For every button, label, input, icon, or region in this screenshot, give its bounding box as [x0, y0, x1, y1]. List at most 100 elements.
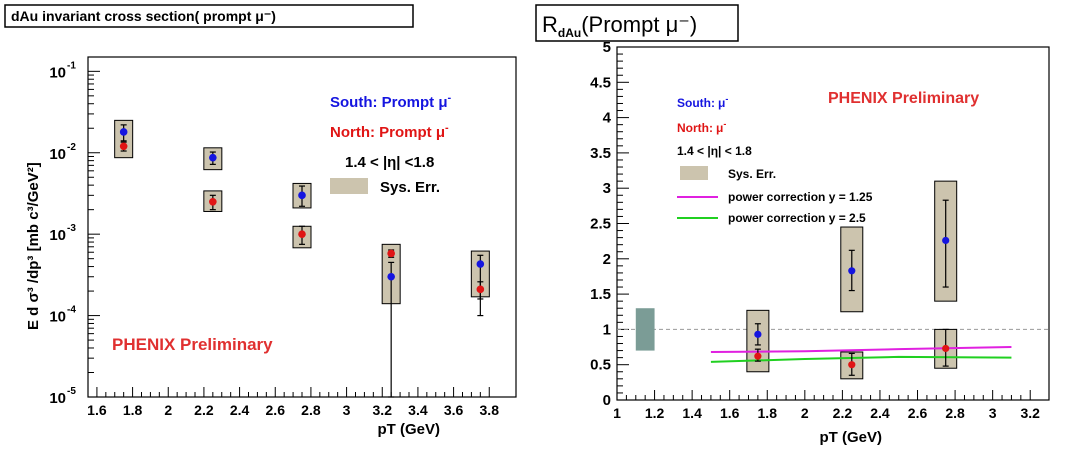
- left-xtick-label: 2: [164, 402, 172, 418]
- right-legend-sys-swatch: [680, 166, 708, 180]
- left-xtick-label: 3: [343, 402, 351, 418]
- left-data-point: [476, 260, 485, 268]
- right-title-box: [535, 4, 739, 42]
- left-legend-south: South: Prompt μ: [330, 94, 448, 111]
- right-title-sub: dAu: [558, 26, 581, 40]
- right-data-point: [754, 352, 762, 360]
- right-ytick-label: 1: [603, 321, 611, 338]
- left-xtick-label: 3.8: [480, 402, 500, 418]
- right-legend-pc2: power correction y = 2.5: [728, 211, 866, 225]
- left-ytick-exponent: -3: [67, 223, 76, 234]
- left-panel: dAu invariant cross section( prompt μ⁻) …: [4, 4, 517, 438]
- left-ytick-exponent: -2: [67, 142, 76, 153]
- left-data-point: [476, 285, 485, 294]
- right-xtick-label: 3.2: [1020, 405, 1040, 421]
- right-legend-sys: Sys. Err.: [728, 167, 776, 181]
- left-ytick-exponent: -5: [67, 386, 76, 397]
- left-data-point: [119, 142, 128, 151]
- left-ytick-exponent: -1: [67, 60, 76, 71]
- right-ytick-label: 5: [603, 39, 611, 56]
- left-ytick-exponent: -4: [67, 305, 76, 316]
- right-legend-south: South:: [677, 96, 715, 110]
- left-ytick-label: 10: [49, 146, 66, 163]
- left-annotation: PHENIX Preliminary: [112, 335, 273, 354]
- left-ylabel: E d σ³ /dp³ [mb c³/GeV²]: [25, 162, 42, 330]
- left-legend-sys-swatch: [330, 178, 368, 194]
- left-data-point: [298, 230, 306, 238]
- right-ytick-label: 4.5: [590, 74, 611, 91]
- right-xtick-label: 2.8: [945, 405, 965, 421]
- left-xtick-label: 3.6: [444, 402, 464, 418]
- left-data-point: [387, 249, 395, 258]
- svg-text:South:μ-: South: μ-: [677, 94, 728, 110]
- left-xtick-label: 2.2: [194, 402, 214, 418]
- left-ytick-label: 10: [49, 64, 66, 81]
- right-legend-south-sup: -: [725, 94, 728, 104]
- right-legend-pc1: power correction y = 1.25: [728, 190, 873, 204]
- right-data-point: [942, 344, 950, 353]
- right-ytick-label: 0.5: [590, 357, 611, 374]
- left-xtick-label: 1.8: [123, 402, 143, 418]
- right-xtick-label: 2.4: [870, 405, 890, 421]
- right-xlabel: pT (GeV): [820, 429, 883, 446]
- left-data-point: [387, 272, 395, 281]
- left-axis-ticks: 1.6 1.8 2 2.2 2.4 2.6 2.8 3 3.2 3.4 3.6 3.810-110-2…: [49, 60, 499, 418]
- right-plot-frame: [616, 46, 1050, 401]
- left-title-box: [4, 4, 414, 28]
- left-legend-sys: Sys. Err.: [380, 179, 440, 196]
- right-ytick-label: 1.5: [590, 286, 611, 303]
- right-data-point: [848, 361, 856, 369]
- left-xtick-label: 3.4: [408, 402, 428, 418]
- left-legend-north-sup: -: [445, 122, 449, 134]
- right-legend-north-sup: -: [723, 119, 726, 129]
- svg-text:North: Prompt μ-: North: Prompt μ-: [330, 122, 449, 141]
- right-legend-north-mu: μ: [716, 121, 723, 135]
- left-xlabel: pT (GeV): [378, 421, 441, 438]
- left-eta-range: 1.4 < |η| <1.8: [345, 154, 434, 171]
- left-data-point: [209, 153, 217, 162]
- right-data-point: [754, 330, 762, 338]
- right-ytick-label: 2.5: [590, 216, 611, 233]
- right-legend-south-mu: μ: [718, 96, 725, 110]
- left-legend-south-sup: -: [448, 92, 452, 104]
- right-xtick-label: 3: [989, 405, 997, 421]
- right-ytick-label: 4: [603, 110, 612, 127]
- right-ytick-label: 3: [603, 180, 611, 197]
- right-xtick-label: 1.6: [720, 405, 740, 421]
- left-title: dAu invariant cross section( prompt μ⁻): [11, 8, 276, 24]
- left-xtick-label: 2.8: [301, 402, 321, 418]
- normalization-box: [635, 308, 655, 351]
- right-data-point: [942, 236, 950, 245]
- right-title: R: [542, 12, 558, 37]
- right-annotation: PHENIX Preliminary: [828, 90, 979, 107]
- right-data-points: [754, 199, 950, 376]
- left-ytick-label: 10: [49, 390, 66, 407]
- right-ytick-label: 0: [603, 392, 611, 409]
- right-xtick-label: 1: [613, 405, 621, 421]
- left-data-point: [209, 197, 217, 206]
- right-xtick-label: 2: [801, 405, 809, 421]
- right-xtick-label: 1.2: [645, 405, 665, 421]
- left-ytick-label: 10: [49, 227, 66, 244]
- right-data-point: [848, 267, 856, 275]
- right-ytick-label: 3.5: [590, 145, 611, 162]
- left-xtick-label: 2.4: [230, 402, 250, 418]
- right-xtick-label: 1.4: [682, 405, 702, 421]
- left-data-point: [119, 128, 128, 136]
- right-xtick-label: 1.8: [758, 405, 778, 421]
- left-data-point: [298, 191, 306, 200]
- svg-text:South: Prompt μ-: South: Prompt μ-: [330, 92, 452, 111]
- left-data-points: [119, 124, 485, 398]
- right-title-rest: (Prompt μ⁻): [581, 12, 697, 37]
- left-xtick-label: 2.6: [266, 402, 286, 418]
- right-xtick-label: 2.2: [833, 405, 853, 421]
- left-ytick-label: 10: [49, 309, 66, 326]
- right-eta-range: 1.4 < |η| < 1.8: [677, 144, 752, 158]
- svg-text:North:μ-: North: μ-: [677, 119, 726, 135]
- svg-text:RdAu(Prompt μ⁻): RdAu(Prompt μ⁻): [542, 12, 697, 40]
- left-legend-north: North: Prompt μ: [330, 124, 445, 141]
- right-xtick-label: 2.6: [908, 405, 928, 421]
- right-ytick-label: 2: [603, 251, 611, 268]
- left-xtick-label: 3.2: [373, 402, 393, 418]
- right-panel: RdAu(Prompt μ⁻) 1 1.2 1.4 1.6 1.8 2 2.2 2.4 2.6 2…: [535, 4, 1050, 446]
